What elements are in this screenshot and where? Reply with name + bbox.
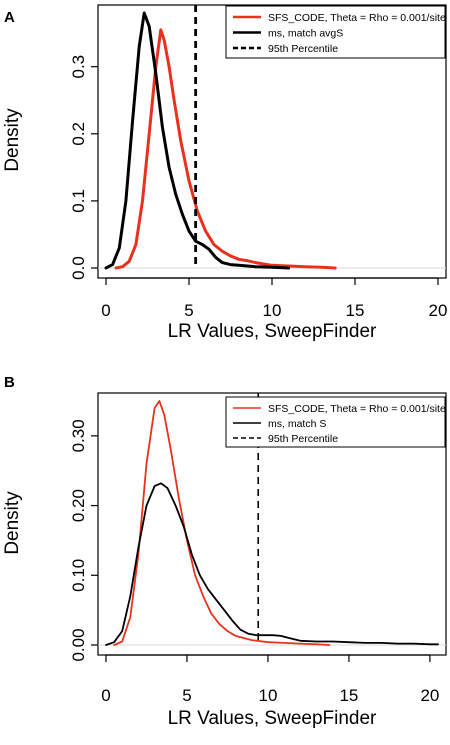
y-tick-label: 0.0 [69, 256, 88, 280]
y-axis-title: Density [2, 108, 23, 172]
y-tick-label: 0.00 [69, 628, 88, 661]
x-axis-title: LR Values, SweepFinder [168, 321, 377, 342]
x-tick-label: 20 [429, 301, 448, 320]
legend-label: 95th Percentile [268, 43, 338, 55]
x-tick-label: 5 [184, 301, 193, 320]
y-tick-label: 0.3 [69, 55, 88, 79]
y-tick-label: 0.30 [69, 419, 88, 452]
x-axis-title: LR Values, SweepFinder [168, 708, 377, 729]
series-line-sfs-code [114, 28, 337, 270]
legend-label: ms, match avgS [268, 27, 343, 39]
x-tick-label: 5 [182, 686, 191, 705]
x-tick-label: 0 [101, 301, 110, 320]
x-tick-label: 0 [101, 686, 110, 705]
legend-label: ms, match S [268, 418, 326, 430]
y-tick-label: 0.2 [69, 122, 88, 146]
y-tick-label: 0.10 [69, 559, 88, 592]
legend-label: 95th Percentile [268, 433, 338, 445]
panel-b: B 0 5 10 15 20 0.00 0.10 0.20 0.30 LR Values, Swee… [2, 374, 447, 729]
x-tick-label: 15 [346, 301, 365, 320]
legend: SFS_CODE, Theta = Rho = 0.001/site ms, ma… [225, 396, 446, 448]
legend-box [225, 396, 446, 448]
x-tick-label: 10 [258, 686, 277, 705]
series-line-ms [104, 11, 291, 270]
legend-label: SFS_CODE, Theta = Rho = 0.001/site [268, 12, 446, 24]
legend-box [225, 5, 446, 59]
y-tick-label: 0.20 [69, 489, 88, 522]
legend: SFS_CODE, Theta = Rho = 0.001/site ms, ma… [225, 5, 446, 59]
x-tick-label: 20 [420, 686, 439, 705]
legend-label: SFS_CODE, Theta = Rho = 0.001/site [268, 403, 446, 415]
y-tick-label: 0.1 [69, 189, 88, 213]
x-tick-label: 10 [263, 301, 282, 320]
panel-letter: B [4, 374, 15, 391]
panel-a: A 0 5 10 15 20 0.0 0.1 0.2 0.3 LR Values, SweepFin… [2, 4, 448, 342]
series-line-sfs-code [113, 400, 331, 646]
y-axis-title: Density [2, 491, 23, 555]
series-line-ms [105, 482, 439, 646]
panel-letter: A [4, 9, 15, 26]
x-tick-label: 15 [339, 686, 358, 705]
